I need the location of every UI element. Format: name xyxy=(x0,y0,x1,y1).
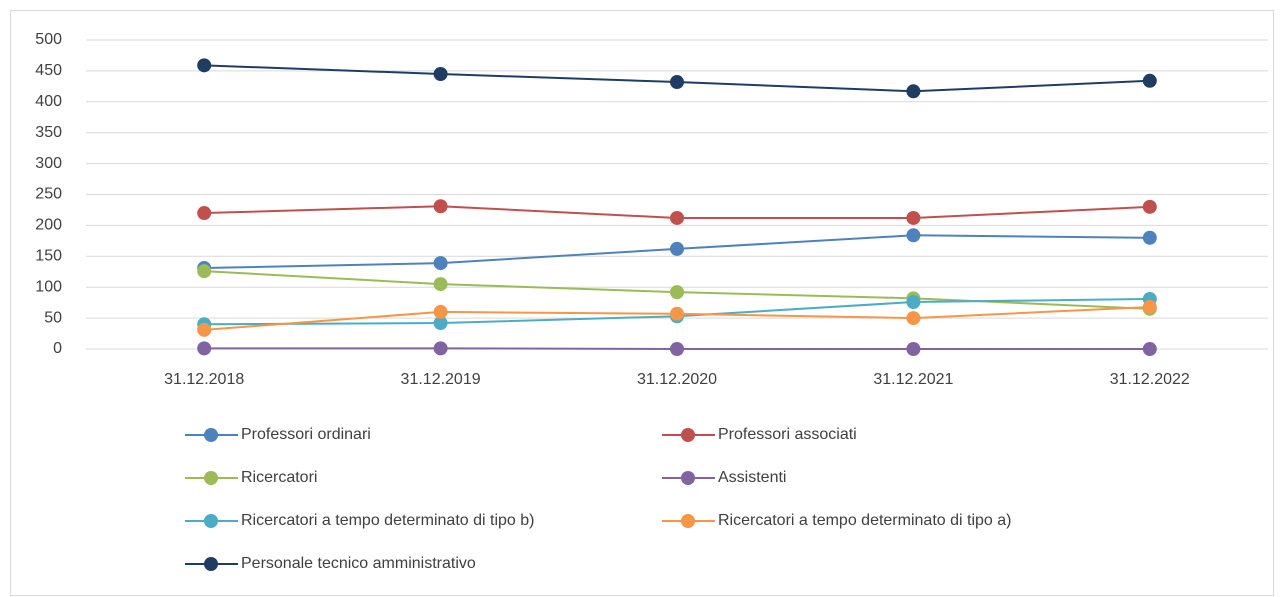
legend-marker xyxy=(204,557,218,571)
y-tick-label: 150 xyxy=(35,248,62,265)
legend-marker xyxy=(681,514,695,528)
y-tick-label: 350 xyxy=(35,124,62,141)
y-tick-label: 500 xyxy=(35,31,62,48)
data-point xyxy=(197,264,212,279)
data-point xyxy=(1142,299,1157,314)
legend-label: Ricercatori xyxy=(241,469,317,486)
x-tick-label: 31.12.2018 xyxy=(164,371,244,388)
legend-marker xyxy=(204,471,218,485)
data-point xyxy=(906,228,921,243)
x-tick-label: 31.12.2021 xyxy=(873,371,953,388)
data-point xyxy=(197,341,212,356)
legend-label: Ricercatori a tempo determinato di tipo … xyxy=(241,512,534,529)
data-point xyxy=(906,342,921,356)
data-point xyxy=(197,206,212,221)
y-tick-label: 50 xyxy=(44,309,62,326)
y-tick-label: 300 xyxy=(35,155,62,172)
data-point xyxy=(1142,342,1157,356)
y-tick-label: 400 xyxy=(35,93,62,110)
chart-frame xyxy=(10,10,1274,596)
data-point xyxy=(1142,230,1157,245)
legend-label: Assistenti xyxy=(718,469,786,486)
data-point xyxy=(433,341,448,356)
data-point xyxy=(670,306,684,321)
y-tick-label: 450 xyxy=(35,62,62,79)
legend-label: Ricercatori a tempo determinato di tipo … xyxy=(718,512,1011,529)
data-point xyxy=(433,316,448,331)
legend-marker xyxy=(204,514,218,528)
data-point xyxy=(433,304,448,319)
data-point xyxy=(670,241,684,256)
legend-label: Personale tecnico amministrativo xyxy=(241,555,476,572)
data-point xyxy=(1142,199,1157,214)
data-point xyxy=(433,277,448,292)
data-point xyxy=(433,66,448,81)
data-point xyxy=(906,210,921,225)
x-tick-label: 31.12.2022 xyxy=(1110,371,1190,388)
x-tick-label: 31.12.2020 xyxy=(637,371,717,388)
data-point xyxy=(906,295,921,310)
x-tick-label: 31.12.2019 xyxy=(401,371,481,388)
legend-marker xyxy=(204,428,218,442)
y-tick-label: 200 xyxy=(35,217,62,234)
legend-marker xyxy=(681,428,695,442)
data-point xyxy=(670,75,684,90)
data-point xyxy=(906,84,921,99)
data-point xyxy=(433,256,448,271)
data-point xyxy=(670,210,684,225)
legend-marker xyxy=(681,471,695,485)
data-point xyxy=(197,58,212,73)
legend-label: Professori associati xyxy=(718,426,857,443)
legend-label: Professori ordinari xyxy=(241,426,371,443)
y-tick-label: 250 xyxy=(35,186,62,203)
data-point xyxy=(670,342,684,356)
y-tick-label: 0 xyxy=(53,340,62,357)
data-point xyxy=(906,311,921,326)
data-point xyxy=(670,285,684,300)
data-point xyxy=(197,322,212,337)
y-tick-label: 100 xyxy=(35,278,62,295)
data-point xyxy=(1142,73,1157,88)
data-point xyxy=(433,199,448,214)
